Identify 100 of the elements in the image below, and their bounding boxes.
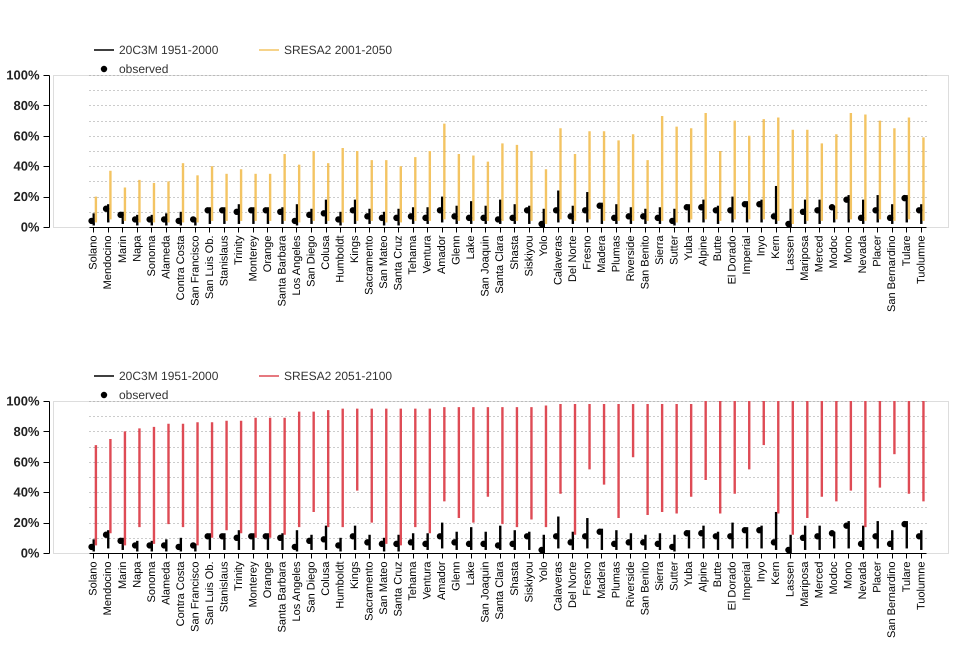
point (408, 539, 414, 546)
bar (516, 407, 518, 528)
x-tick-label: Santa Clara (494, 234, 506, 294)
point (901, 194, 908, 202)
point (350, 207, 356, 214)
x-tick-label: El Dorado (726, 236, 739, 284)
bar (777, 401, 780, 514)
bar (850, 401, 852, 491)
point (277, 208, 284, 215)
bar (501, 143, 504, 221)
legend-label: 20C3M 1951-2000 (119, 369, 219, 383)
x-tick-label: San Joaquin (480, 562, 492, 623)
x-tick-label: San Luis Ob. (204, 562, 216, 626)
point (117, 212, 124, 218)
x-tick-label: Marin (116, 236, 129, 264)
y-tick-label: 60% (13, 128, 40, 144)
x-tick-label: Amador (436, 561, 448, 600)
x-tick-label: Placer (872, 561, 884, 593)
bar (240, 420, 242, 534)
bar (557, 516, 560, 548)
point (872, 533, 879, 540)
bar (254, 174, 257, 221)
bar (850, 113, 852, 220)
point (204, 207, 211, 214)
legend-label: 20C3M 1951-2000 (119, 43, 219, 57)
bar (734, 401, 736, 494)
bar (440, 522, 444, 548)
bar (835, 401, 838, 502)
point (88, 544, 95, 550)
x-tick-label: Mono (842, 562, 855, 590)
x-tick-label: Tuolumne (915, 236, 928, 284)
point (552, 207, 560, 214)
x-tick-label: Del Norte (566, 236, 579, 282)
bar (734, 120, 736, 220)
bar (908, 401, 910, 494)
x-tick-label: Kings (349, 235, 362, 264)
x-tick-label: San Joaquin (480, 236, 492, 297)
y-tick-label: 80% (13, 98, 40, 113)
point (102, 532, 110, 538)
bar (240, 169, 242, 221)
bar (847, 521, 850, 548)
x-tick-label: Napa (131, 560, 144, 588)
x-tick-label: Alameda (160, 560, 172, 605)
bar (820, 401, 824, 497)
bar (356, 408, 358, 491)
x-tick-label: Nevada (857, 234, 870, 274)
point (582, 207, 588, 214)
point (451, 213, 458, 220)
x-tick-label: Sonoma (146, 234, 158, 276)
point (814, 533, 821, 540)
point (785, 546, 792, 554)
point (306, 212, 313, 218)
point (770, 213, 778, 220)
bar (109, 439, 112, 534)
bar (354, 526, 356, 550)
point (916, 533, 922, 540)
x-tick-label: Santa Barbara (276, 560, 288, 632)
bar (806, 130, 809, 221)
x-tick-label: Butte (712, 562, 724, 588)
x-tick-label: Santa Barbara (276, 234, 288, 306)
x-tick-label: Glenn (450, 562, 463, 591)
point (132, 216, 138, 223)
point (436, 207, 444, 214)
bar (908, 118, 910, 220)
point (292, 218, 298, 224)
x-tick-label: San Diego (306, 236, 318, 287)
x-tick-label: Tehama (407, 234, 420, 275)
point (480, 214, 487, 222)
x-tick-label: Los Angeles (290, 561, 303, 622)
x-tick-label: Tehama (407, 560, 420, 601)
bar (835, 134, 838, 220)
x-tick-label: San Mateo (378, 236, 390, 289)
x-tick-label: Yolo (538, 562, 550, 583)
x-tick-label: Shasta (508, 560, 521, 596)
bar (312, 412, 315, 512)
x-tick-label: San Bernardino (886, 562, 898, 638)
x-tick-label: Yolo (538, 236, 550, 257)
bar (617, 140, 620, 221)
bar (472, 407, 475, 523)
point (640, 213, 646, 220)
bar (878, 401, 882, 488)
point (102, 206, 110, 212)
point (408, 213, 414, 220)
x-tick-label: Napa (131, 234, 144, 262)
x-tick-label: Sonoma (146, 560, 158, 602)
x-tick-label: Imperial (741, 236, 754, 275)
x-tick-label: Lassen (784, 236, 797, 271)
point (611, 214, 618, 222)
point (524, 533, 530, 540)
x-tick-label: San Benito (639, 562, 652, 616)
bar (792, 401, 794, 535)
x-tick-label: Trinity (232, 561, 245, 592)
x-tick-label: Lassen (784, 562, 797, 597)
bar (326, 163, 330, 221)
bar (385, 408, 388, 544)
y-tick-label: 20% (13, 515, 40, 530)
bar (777, 118, 780, 221)
point (262, 207, 269, 214)
legend-label: SRESA2 2001-2050 (284, 43, 392, 57)
x-tick-label: Alpine (698, 236, 710, 266)
